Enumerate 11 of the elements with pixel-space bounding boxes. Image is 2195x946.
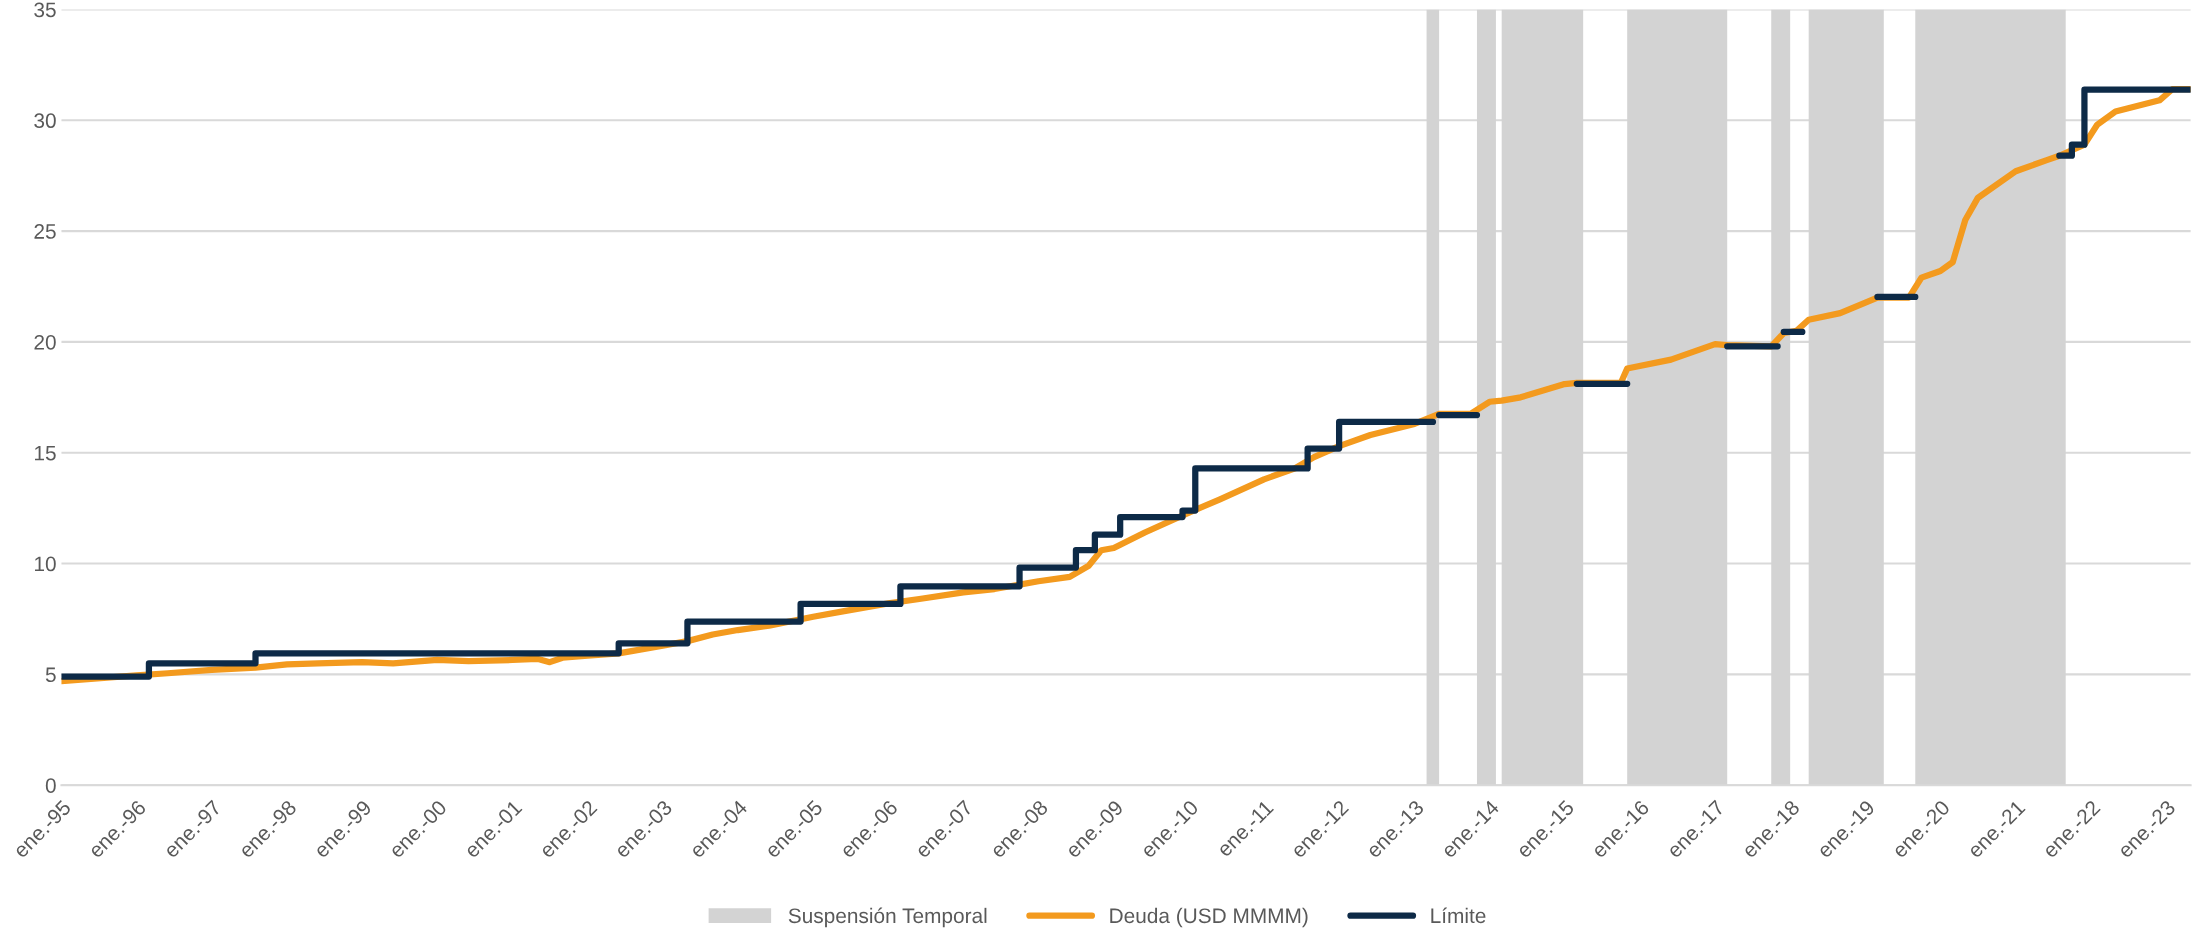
legend-label: Suspensión Temporal	[788, 907, 987, 928]
y-tick-label: 10	[35, 556, 56, 572]
y-tick-label: 0	[45, 778, 56, 793]
legend-label: Límite	[1431, 907, 1486, 924]
y-tick-label: 25	[34, 224, 56, 239]
legend-label: Deuda (USD MMMM)	[1110, 907, 1308, 928]
y-tick-label: 15	[35, 445, 56, 461]
y-tick-label: 20	[34, 334, 56, 350]
y-tick-label: 35	[34, 2, 56, 18]
y-tick-label: 30	[34, 113, 56, 129]
y-tick-label: 5	[45, 667, 56, 683]
